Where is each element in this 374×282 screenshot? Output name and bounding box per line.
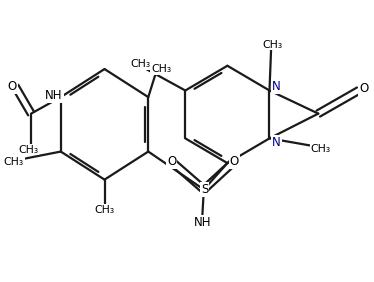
- Text: CH₃: CH₃: [151, 64, 171, 74]
- Text: CH₃: CH₃: [262, 40, 282, 50]
- Text: CH₃: CH₃: [130, 60, 150, 69]
- Text: O: O: [230, 155, 239, 168]
- Text: NH: NH: [45, 89, 62, 102]
- Text: O: O: [167, 155, 176, 168]
- Text: S: S: [201, 183, 209, 196]
- Text: NH: NH: [193, 216, 211, 229]
- Text: O: O: [8, 80, 17, 93]
- Text: CH₃: CH₃: [310, 144, 331, 154]
- Text: CH₃: CH₃: [95, 205, 114, 215]
- Text: O: O: [359, 82, 368, 95]
- Text: N: N: [272, 80, 281, 93]
- Text: CH₃: CH₃: [18, 145, 38, 155]
- Text: CH₃: CH₃: [4, 157, 24, 167]
- Text: N: N: [272, 136, 281, 149]
